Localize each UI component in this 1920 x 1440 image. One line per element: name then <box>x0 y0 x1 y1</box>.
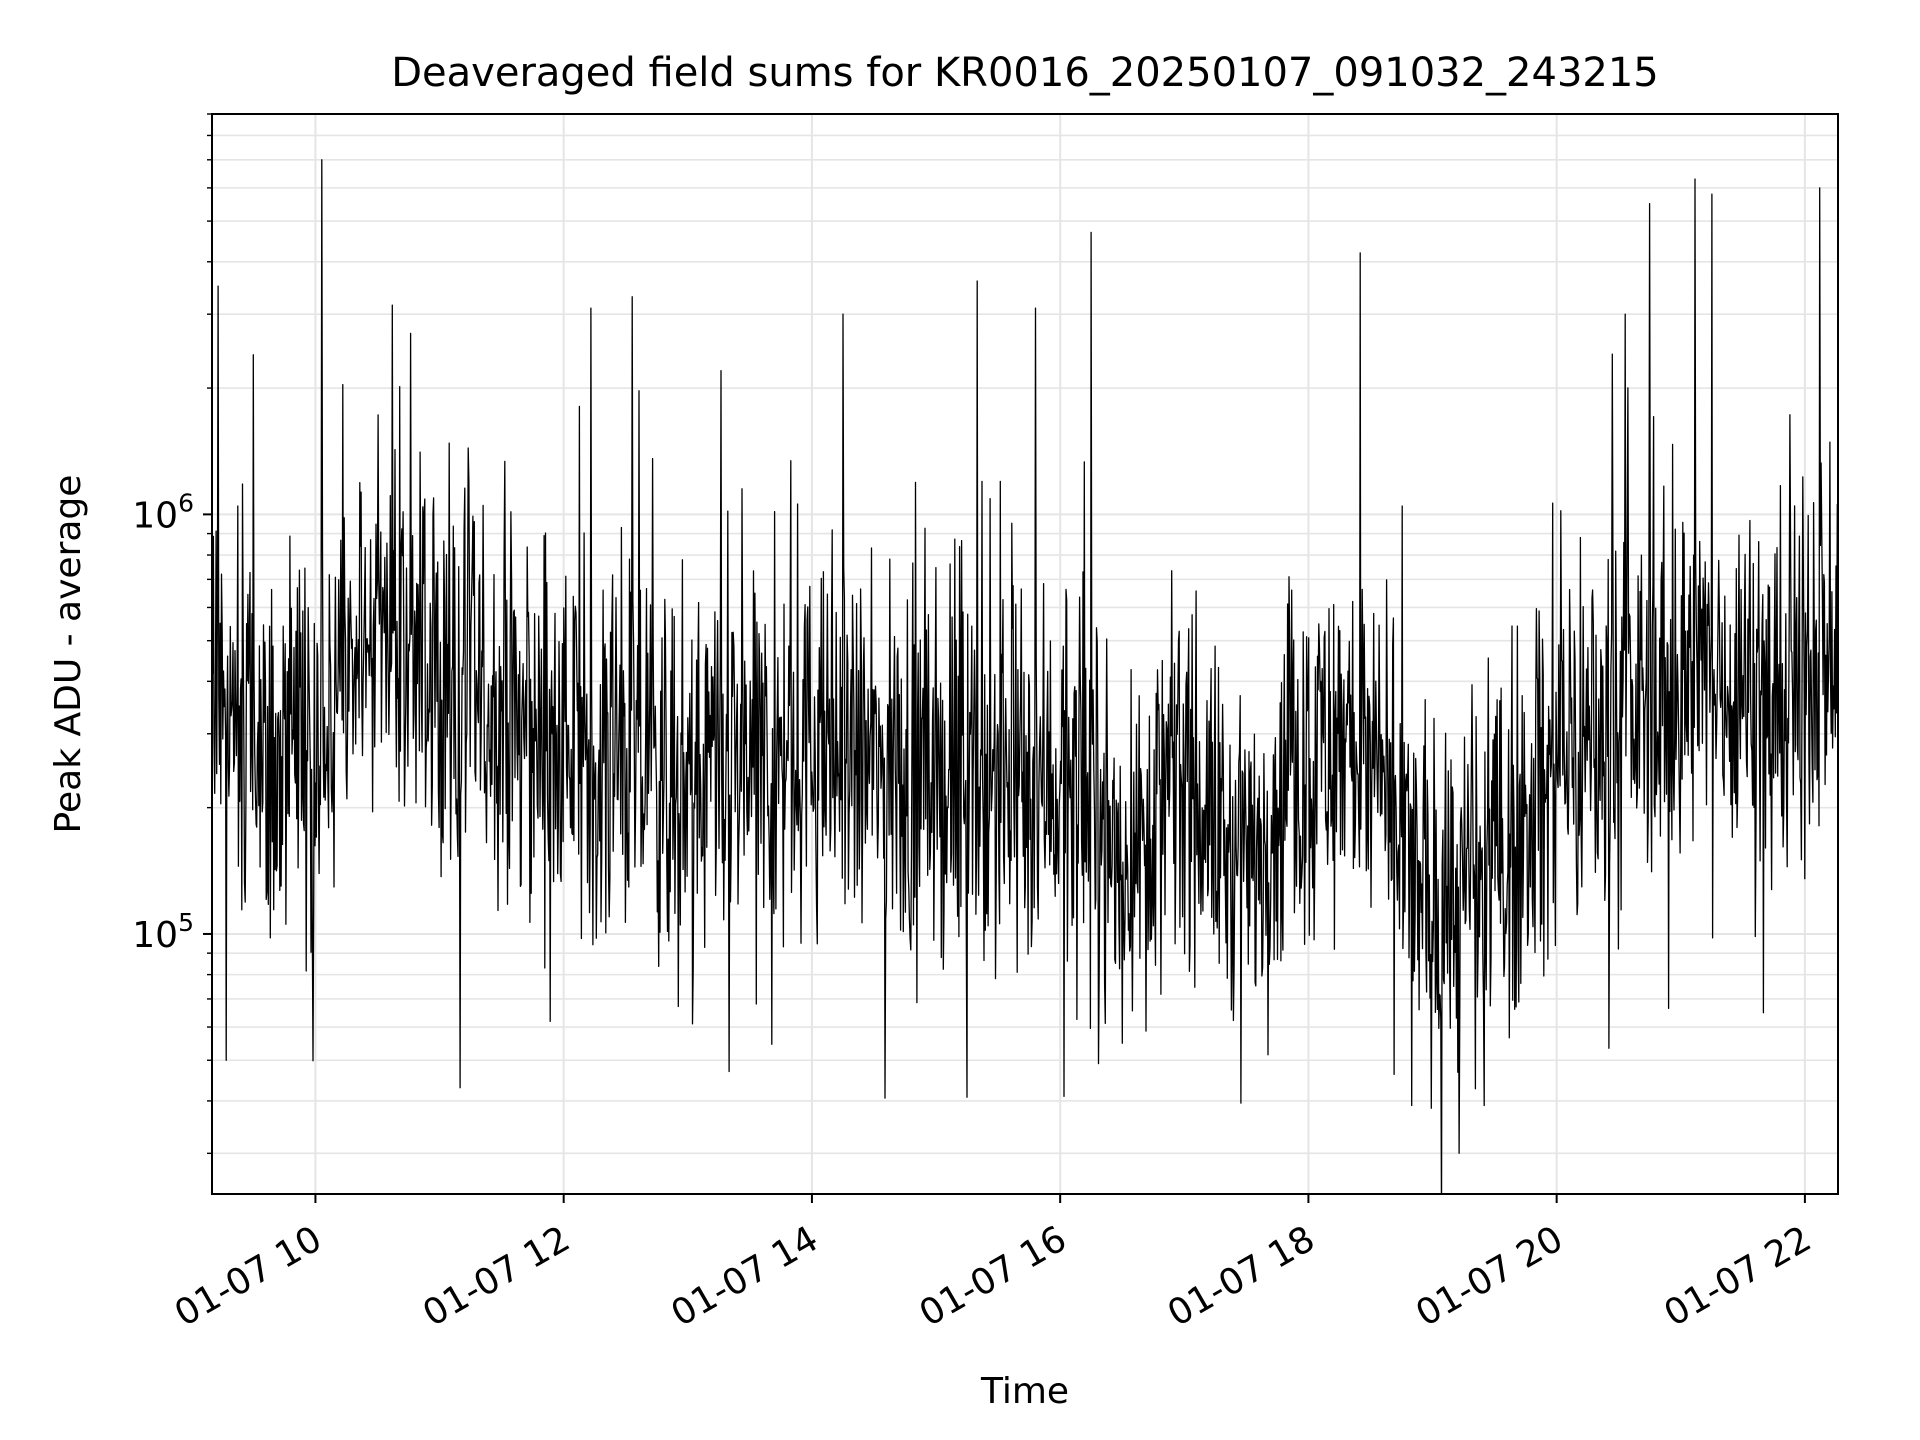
y-tick-exponent: 5 <box>178 908 194 937</box>
x-axis-label: Time <box>980 1371 1069 1412</box>
chart-title: Deaveraged field sums for KR0016_2025010… <box>391 50 1659 96</box>
series-line <box>212 159 1838 1194</box>
y-axis-label: Peak ADU - average <box>48 475 89 834</box>
series-layer <box>212 159 1838 1194</box>
y-tick-base: 10 <box>132 495 178 536</box>
grid <box>212 113 1838 1194</box>
y-tick-label: 106 <box>132 488 194 536</box>
plot-frame <box>211 113 1839 1195</box>
y-tick-exponent: 6 <box>178 488 194 517</box>
y-tick-label: 105 <box>132 908 194 956</box>
y-tick-base: 10 <box>132 915 178 956</box>
